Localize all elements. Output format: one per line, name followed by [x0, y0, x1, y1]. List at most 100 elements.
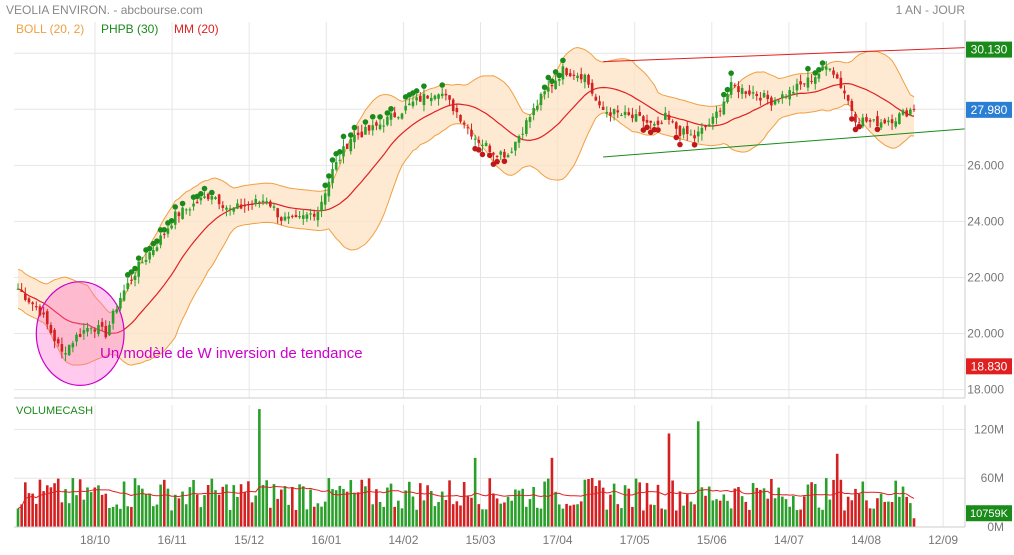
phpb-high-dot — [369, 113, 376, 120]
volume-bar — [60, 502, 64, 527]
candle-body — [100, 322, 104, 327]
volume-bar — [759, 489, 762, 527]
volume-bar — [418, 483, 422, 527]
phpb-high-dot — [322, 182, 329, 189]
phpb-low-dot — [479, 151, 486, 158]
chart-title: VEOLIA ENVIRON. - abcbourse.com — [6, 3, 203, 17]
candle-body — [386, 116, 389, 125]
candle-body — [846, 95, 850, 101]
candle-body — [495, 155, 499, 157]
candle-body — [711, 116, 715, 124]
volume-bar — [184, 504, 188, 527]
legend-boll: BOLL (20, 2) — [16, 22, 84, 36]
candle-body — [119, 297, 122, 309]
candle-body — [45, 311, 49, 325]
candle-body — [247, 204, 250, 206]
volume-bar — [206, 485, 210, 527]
candle-body — [656, 120, 660, 125]
candle-body — [707, 124, 711, 127]
volume-bar — [605, 509, 609, 527]
candle-body — [265, 201, 268, 204]
candle-body — [503, 151, 506, 158]
volume-bar — [707, 486, 711, 527]
candle-body — [682, 128, 685, 135]
candle-body — [78, 334, 82, 337]
candle-body — [821, 66, 824, 71]
candle-body — [152, 249, 155, 255]
candle-body — [148, 252, 151, 260]
volume-bar — [148, 493, 151, 527]
volume-bar — [693, 504, 696, 527]
volume-bar — [181, 491, 184, 527]
phpb-high-dot — [388, 106, 394, 112]
volume-bar — [389, 483, 393, 527]
support-line — [603, 128, 966, 158]
candle-body — [108, 324, 111, 336]
volume-bar — [34, 503, 38, 527]
candle-body — [693, 135, 696, 139]
volume-bar — [733, 488, 737, 527]
volume-bar — [415, 509, 418, 527]
candle-body — [766, 94, 770, 100]
candle-body — [327, 181, 331, 197]
volume-bar — [579, 501, 583, 527]
candle-body — [283, 216, 287, 221]
volume-bar — [802, 496, 806, 527]
volume-bar — [408, 481, 411, 527]
volume-bar — [130, 506, 133, 527]
volume-bar — [817, 507, 821, 527]
candle-body — [620, 114, 623, 116]
candle-body — [162, 233, 166, 235]
volume-bar — [543, 481, 546, 527]
candle-body — [49, 325, 53, 334]
candle-body — [539, 93, 543, 106]
candle-body — [42, 312, 45, 315]
phpb-high-dot — [384, 110, 391, 116]
candle-body — [623, 111, 627, 115]
volume-bar — [422, 500, 426, 527]
candle-body — [397, 117, 400, 119]
candle-body — [510, 151, 514, 153]
volume-bar — [301, 486, 305, 527]
candle-body — [393, 112, 396, 118]
volume-bar — [528, 499, 532, 527]
candle-body — [422, 93, 426, 106]
volume-bar — [312, 506, 316, 527]
date-tick-label: 17/04 — [543, 533, 573, 547]
volume-bar — [473, 457, 477, 527]
volume-bar — [323, 501, 327, 527]
phpb-high-dot — [326, 173, 332, 179]
candle-body — [792, 92, 795, 94]
candle-body — [579, 74, 583, 80]
candle-body — [561, 66, 565, 80]
volume-bar — [433, 506, 437, 527]
candle-body — [473, 138, 477, 140]
volume-marker-label: 10759K — [970, 508, 1009, 520]
volume-bar — [503, 502, 506, 527]
candle-body — [20, 289, 23, 292]
volume-bar — [141, 488, 144, 527]
volume-bar — [682, 505, 685, 527]
candle-body — [572, 74, 576, 76]
candle-body — [642, 116, 645, 122]
volume-bar — [119, 508, 122, 527]
candle-body — [342, 146, 345, 157]
candle-body — [214, 197, 217, 199]
candle-body — [276, 208, 279, 218]
volume-bar — [517, 490, 521, 527]
candle-body — [188, 209, 192, 211]
volume-bar — [620, 508, 623, 527]
volume-bar — [45, 485, 49, 527]
candle-body — [590, 82, 594, 94]
candle-body — [437, 94, 440, 99]
volume-bar — [777, 487, 780, 527]
candle-body — [206, 193, 210, 200]
candle-body — [195, 201, 199, 204]
candle-body — [82, 330, 86, 334]
date-tick-label: 15/03 — [465, 533, 495, 547]
candle-body — [243, 205, 247, 207]
candle-body — [261, 200, 265, 202]
volume-bar — [536, 507, 539, 527]
